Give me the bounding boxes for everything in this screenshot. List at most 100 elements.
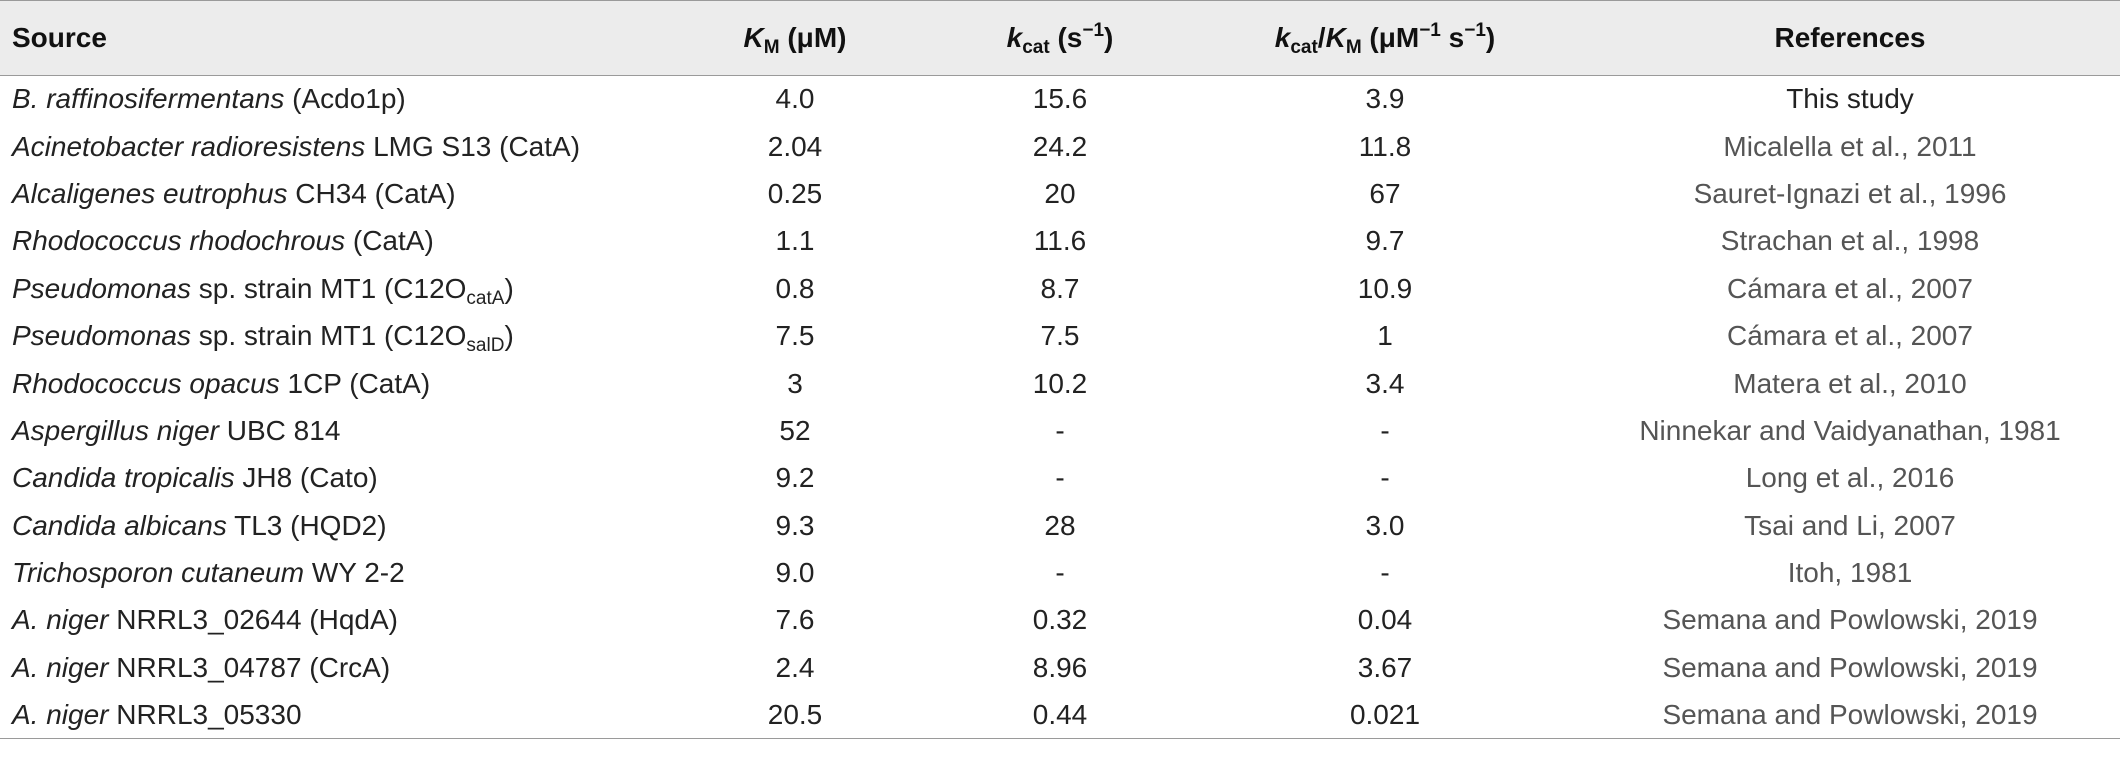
cell-kcat: 15.6	[1032, 83, 1088, 115]
cell-kcat-km: 3.0	[1365, 509, 1405, 541]
table-row: Alcaligenes eutrophus CH34 (CatA) 0.25 20 6…	[0, 170, 2120, 217]
species-name: A. niger	[12, 651, 109, 683]
header-kcat-subscript: cat	[1022, 37, 1050, 58]
header-ratio-k1: k	[1274, 22, 1291, 53]
strain-text-end: )	[504, 272, 514, 304]
cell-kcat: 8.7	[1040, 272, 1080, 304]
species-name: Rhodococcus rhodochrous	[12, 225, 346, 257]
table-row: A. niger NRRL3_05330 20.5 0.44 0.021 Semana …	[0, 692, 2120, 739]
cell-source: Candida tropicalis JH8 (Cato)	[0, 455, 660, 502]
cell-reference: Micalella et al., 2011	[1723, 130, 1977, 162]
cell-kcat: 20	[1044, 177, 1076, 209]
cell-source: Aspergillus niger UBC 814	[0, 407, 660, 454]
header-km-symbol: K	[743, 22, 764, 53]
cell-km: 1.1	[775, 225, 815, 257]
cell-kcat: 10.2	[1032, 367, 1088, 399]
species-name: Pseudomonas	[12, 320, 192, 352]
cell-km: 7.5	[775, 320, 815, 352]
cell-reference: Tsai and Li, 2007	[1744, 509, 1956, 541]
strain-text: NRRL3_04787 (CrcA)	[108, 651, 391, 683]
kinetics-table-container: Source KM (μM) kcat (s−1) kcat/KM (μM−1 …	[0, 0, 2120, 739]
table-row: Rhodococcus opacus 1CP (CatA) 3 10.2 3.4 Mat…	[0, 360, 2120, 407]
header-kcat-unit-pre: (s	[1049, 22, 1083, 53]
header-ratio-slash: /	[1317, 22, 1326, 53]
cell-km: 7.6	[775, 604, 815, 636]
cell-kcat-km: 3.9	[1365, 83, 1405, 115]
cell-kcat-km: -	[1380, 414, 1390, 446]
table-row: Candida albicans TL3 (HQD2) 9.3 28 3.0 Tsai …	[0, 502, 2120, 549]
table-row: Candida tropicalis JH8 (Cato) 9.2 - - Long e…	[0, 455, 2120, 502]
cell-kcat: 0.32	[1032, 604, 1088, 636]
cell-kcat-km: 67	[1369, 177, 1401, 209]
table-row: A. niger NRRL3_04787 (CrcA) 2.4 8.96 3.67 Se…	[0, 644, 2120, 691]
cell-km: 9.0	[775, 557, 815, 589]
strain-text: JH8 (Cato)	[234, 462, 378, 494]
cell-kcat: -	[1055, 414, 1065, 446]
cell-reference: Sauret-Ignazi et al., 1996	[1693, 177, 2007, 209]
cell-km: 2.04	[767, 130, 823, 162]
species-name: A. niger	[12, 699, 109, 731]
strain-text: NRRL3_02644 (HqdA)	[108, 604, 398, 636]
strain-text: NRRL3_05330	[108, 699, 302, 731]
cell-km: 0.25	[767, 177, 823, 209]
cell-km: 9.2	[775, 462, 815, 494]
header-ratio-unit-mid: s	[1440, 22, 1465, 53]
table-body: B. raffinosifermentans (Acdo1p) 4.0 15.6 3.…	[0, 76, 2120, 739]
strain-text: sp. strain MT1 (C12O	[191, 320, 467, 352]
cell-kcat-km: 9.7	[1365, 225, 1405, 257]
species-name: Alcaligenes eutrophus	[12, 177, 288, 209]
cell-reference: Cámara et al., 2007	[1727, 320, 1973, 352]
cell-source: Acinetobacter radioresistens LMG S13 (Ca…	[0, 123, 660, 170]
strain-text: sp. strain MT1 (C12O	[191, 272, 467, 304]
species-name: Rhodococcus opacus	[12, 367, 280, 399]
cell-source: Rhodococcus rhodochrous (CatA)	[0, 218, 660, 265]
strain-text: UBC 814	[219, 414, 341, 446]
header-km-unit: (μM)	[779, 22, 847, 53]
table-row: Pseudomonas sp. strain MT1 (C12OsalD) 7.5…	[0, 312, 2120, 359]
cell-kcat-km: 10.9	[1357, 272, 1413, 304]
cell-kcat: 7.5	[1040, 320, 1080, 352]
cell-kcat-km: 0.04	[1357, 604, 1413, 636]
strain-subscript: salD	[466, 335, 505, 357]
table-row: Acinetobacter radioresistens LMG S13 (Ca…	[0, 123, 2120, 170]
table-row: B. raffinosifermentans (Acdo1p) 4.0 15.6 3.…	[0, 76, 2120, 123]
header-row: Source KM (μM) kcat (s−1) kcat/KM (μM−1 …	[0, 0, 2120, 76]
cell-source: A. niger NRRL3_05330	[0, 692, 660, 739]
cell-reference: Cámara et al., 2007	[1727, 272, 1973, 304]
header-kcat-unit-sup: −1	[1082, 20, 1105, 41]
species-name: Candida tropicalis	[12, 462, 235, 494]
cell-kcat: 24.2	[1032, 130, 1088, 162]
species-name: B. raffinosifermentans	[12, 83, 285, 115]
species-name: Pseudomonas	[12, 272, 192, 304]
table-row: Aspergillus niger UBC 814 52 - - Ninnekar an…	[0, 407, 2120, 454]
cell-kcat-km: 3.4	[1365, 367, 1405, 399]
header-ratio-k2-sub: M	[1345, 37, 1362, 58]
cell-km: 20.5	[767, 699, 823, 731]
strain-text: WY 2-2	[304, 557, 405, 589]
cell-km: 2.4	[775, 651, 815, 683]
cell-km: 4.0	[775, 83, 815, 115]
cell-source: Candida albicans TL3 (HQD2)	[0, 502, 660, 549]
header-km: KM (μM)	[660, 1, 930, 76]
cell-kcat: 8.96	[1032, 651, 1088, 683]
cell-kcat-km: 0.021	[1349, 699, 1421, 731]
cell-source: Rhodococcus opacus 1CP (CatA)	[0, 360, 660, 407]
cell-source: Pseudomonas sp. strain MT1 (C12OcatA)	[0, 265, 660, 312]
strain-text: 1CP (CatA)	[279, 367, 431, 399]
header-kcat-symbol: k	[1006, 22, 1023, 53]
cell-kcat: -	[1055, 557, 1065, 589]
table-row: Trichosporon cutaneum WY 2-2 9.0 - - Itoh, 1…	[0, 549, 2120, 596]
cell-reference: This study	[1786, 83, 1914, 115]
cell-source: A. niger NRRL3_02644 (HqdA)	[0, 597, 660, 644]
cell-reference: Semana and Powlowski, 2019	[1662, 651, 2038, 683]
table-row: Pseudomonas sp. strain MT1 (C12OcatA) 0.8…	[0, 265, 2120, 312]
cell-reference: Semana and Powlowski, 2019	[1662, 699, 2038, 731]
cell-kcat: 11.6	[1033, 225, 1087, 257]
header-ratio-unit-sup1: −1	[1419, 20, 1441, 41]
cell-km: 52	[779, 414, 811, 446]
cell-kcat-km: -	[1380, 557, 1390, 589]
strain-text-end: )	[504, 320, 514, 352]
cell-kcat: -	[1055, 462, 1065, 494]
cell-reference: Matera et al., 2010	[1733, 367, 1967, 399]
strain-text: (CatA)	[345, 225, 434, 257]
